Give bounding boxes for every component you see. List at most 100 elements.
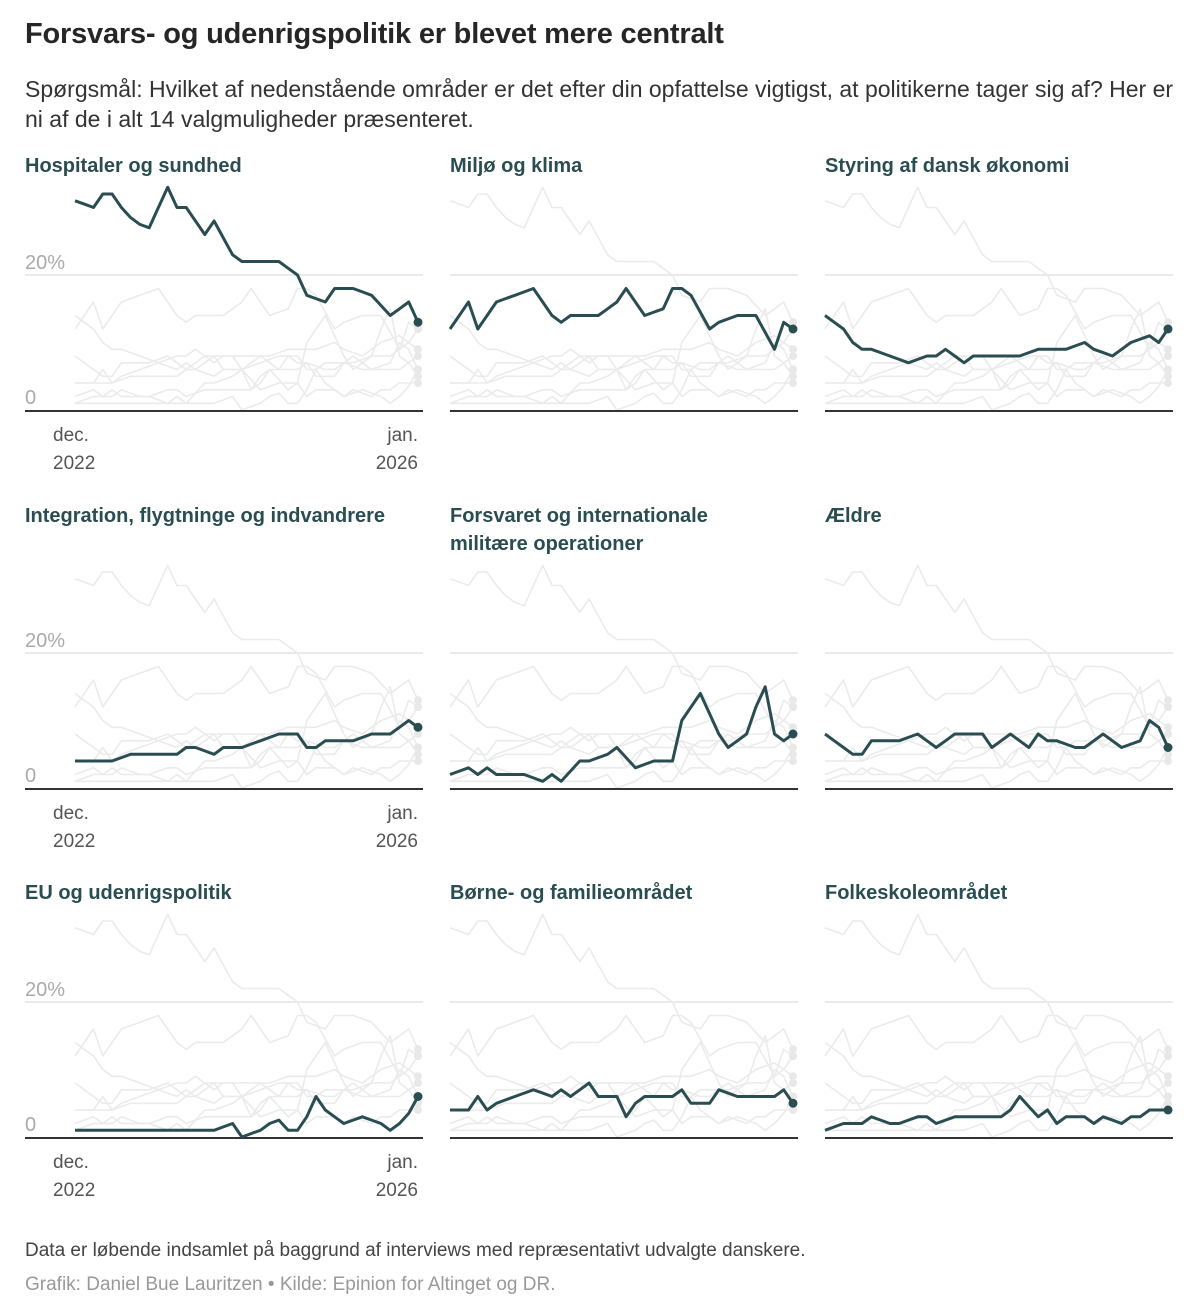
background-series-endpoint — [414, 345, 422, 354]
background-series-endpoint — [789, 757, 797, 765]
background-series-endpoint — [1164, 750, 1172, 759]
background-series-line — [824, 368, 1168, 405]
background-series-line — [75, 368, 419, 411]
background-series-endpoint — [1164, 1079, 1172, 1087]
background-series-endpoint — [789, 750, 797, 759]
panel-chart: 0 20% dec. 2022 jan. 2026 — [25, 185, 423, 474]
background-series-line — [75, 355, 419, 391]
background-series-line — [449, 368, 793, 405]
footnote: Data er løbende indsamlet på baggrund af… — [25, 1240, 806, 1261]
background-series-line — [75, 1068, 419, 1111]
background-series-endpoint — [789, 1072, 797, 1081]
highlight-series-endpoint — [788, 729, 798, 739]
highlight-series-endpoint — [788, 324, 798, 334]
background-series-endpoint — [414, 325, 422, 333]
chart-subtitle: Spørgsmål: Hvilket af nedenstående områd… — [25, 76, 1174, 132]
background-series-line — [824, 913, 1169, 1050]
highlight-series-endpoint — [1163, 1105, 1173, 1115]
highlight-series-line — [824, 719, 1170, 756]
background-series-line — [449, 186, 794, 323]
x-tick-label: 2022 — [53, 1180, 95, 1201]
background-series-line — [74, 564, 419, 701]
background-series-line — [825, 1068, 1169, 1111]
background-series-line — [74, 692, 419, 742]
highlight-series-endpoint — [1163, 324, 1173, 334]
background-series-endpoint — [789, 352, 797, 360]
background-series-line — [825, 1095, 1169, 1138]
y-tick-label: 20% — [25, 252, 65, 274]
background-series-endpoint — [1164, 1052, 1172, 1060]
background-series-endpoint — [1164, 1092, 1172, 1101]
background-series-line — [74, 341, 419, 378]
background-series-endpoint — [1164, 345, 1172, 354]
background-series-endpoint — [1164, 723, 1172, 732]
background-series-line — [449, 564, 794, 701]
panel-chart — [824, 564, 1173, 790]
background-series-endpoint — [1164, 352, 1172, 360]
background-series-endpoint — [789, 345, 797, 354]
chart-title: Forsvars- og udenrigspolitik er blevet m… — [25, 18, 724, 50]
background-series-line — [824, 287, 1169, 351]
background-series-line — [74, 746, 418, 783]
background-series-endpoint — [789, 1106, 797, 1114]
background-series-line — [825, 1082, 1169, 1118]
highlight-series-line — [824, 314, 1170, 365]
background-series-endpoint — [1164, 379, 1172, 387]
panel-chart — [448, 186, 798, 412]
background-series-line — [449, 913, 794, 1050]
background-series-endpoint — [789, 365, 797, 374]
background-series-line — [74, 719, 419, 756]
background-series-line — [449, 1068, 794, 1105]
highlight-series-endpoint — [1163, 743, 1173, 752]
background-series-endpoint — [414, 750, 422, 759]
background-series-line — [824, 1041, 1169, 1091]
background-series-endpoint — [789, 723, 797, 732]
background-series-endpoint — [414, 703, 422, 711]
x-tick-label: 2026 — [376, 453, 418, 474]
x-tick-label: 2022 — [53, 831, 95, 852]
panel-chart — [824, 913, 1173, 1139]
background-series-endpoint — [1164, 365, 1172, 374]
background-series-endpoint — [789, 1079, 797, 1087]
panel-title: Integration, flygtninge og indvandrere — [25, 505, 386, 527]
background-series-line — [824, 1014, 1169, 1078]
background-series-endpoint — [414, 379, 422, 387]
background-series-line — [449, 308, 794, 405]
panel-title: Forsvaret og internationale militære ope… — [450, 505, 708, 555]
highlight-series-line — [824, 1095, 1168, 1132]
background-series-line — [450, 1095, 794, 1138]
background-series-endpoint — [414, 1045, 422, 1054]
x-tick-label: jan. — [386, 1152, 418, 1173]
background-series-line — [825, 341, 1169, 384]
background-series-line — [74, 665, 419, 729]
background-series-endpoint — [789, 1052, 797, 1060]
background-series-line — [75, 733, 419, 769]
background-series-line — [824, 308, 1169, 405]
background-series-line — [450, 746, 794, 789]
panel-title: Ældre — [825, 505, 882, 527]
y-tick-label: 20% — [25, 979, 65, 1001]
background-series-line — [75, 746, 419, 789]
background-series-line — [449, 665, 794, 729]
highlight-series-endpoint — [788, 1098, 798, 1108]
background-series-endpoint — [1164, 757, 1172, 765]
highlight-series-line — [75, 1095, 420, 1139]
background-series-endpoint — [1164, 703, 1172, 711]
panel-title: Miljø og klima — [450, 155, 583, 177]
background-series-line — [825, 746, 1169, 789]
background-series-line — [825, 733, 1169, 769]
background-series-endpoint — [1164, 696, 1172, 705]
x-tick-label: 2026 — [376, 831, 418, 852]
background-series-line — [449, 1095, 793, 1132]
background-series-endpoint — [414, 1072, 422, 1081]
background-series-line — [824, 686, 1169, 783]
background-series-endpoint — [414, 352, 422, 360]
x-tick-label: dec. — [53, 1152, 89, 1173]
background-series-endpoint — [414, 696, 422, 705]
panel-title: Styring af dansk økonomi — [825, 155, 1070, 177]
background-series-line — [74, 686, 419, 783]
background-series-endpoint — [789, 379, 797, 387]
background-series-endpoint — [1164, 318, 1172, 327]
x-tick-label: dec. — [53, 425, 89, 446]
panel-chart — [449, 564, 798, 790]
